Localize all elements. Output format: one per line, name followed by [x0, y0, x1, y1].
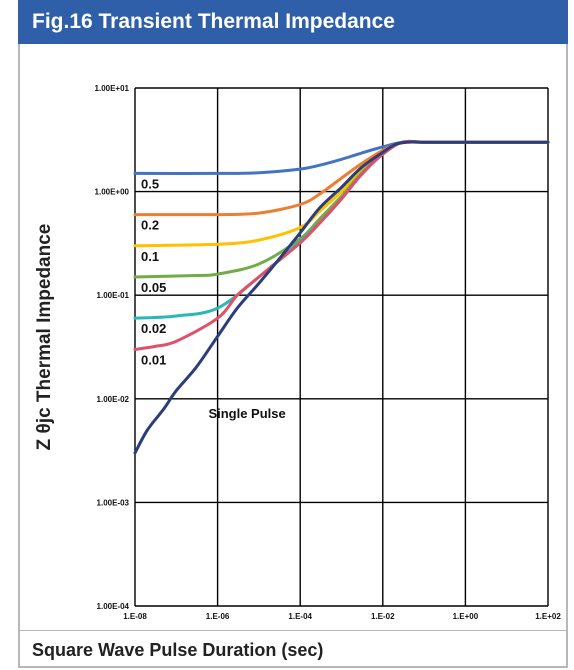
- curve-label: 0.2: [141, 218, 159, 233]
- x-tick-label: 1.E+00: [453, 612, 479, 621]
- figure-header: Fig.16 Transient Thermal Impedance: [18, 0, 568, 44]
- x-tick-label: 1.E-02: [371, 612, 395, 621]
- y-tick-label: 1.00E-04: [97, 602, 130, 611]
- y-axis-label: Z θjc Thermal Impedance: [34, 223, 55, 451]
- x-tick-label: 1.E+02: [535, 612, 561, 621]
- footer-divider: [18, 630, 568, 631]
- x-tick-label: 1.E-08: [123, 612, 147, 621]
- plot-area: [135, 88, 548, 606]
- curve-label: 0.02: [141, 321, 166, 336]
- curve-label: Single Pulse: [208, 406, 285, 421]
- curve-label: 0.1: [141, 249, 159, 264]
- x-tick-label: 1.E-04: [288, 612, 312, 621]
- curve-label: 0.01: [141, 352, 166, 367]
- figure-title: Fig.16 Transient Thermal Impedance: [32, 10, 395, 33]
- x-tick-label: 1.E-06: [206, 612, 230, 621]
- y-tick-label: 1.00E-02: [97, 395, 130, 404]
- series-line-single-pulse: [133, 140, 550, 455]
- curve-label: 0.05: [141, 280, 166, 295]
- y-tick-label: 1.00E+00: [95, 188, 130, 197]
- y-tick-label: 1.00E-03: [97, 498, 130, 507]
- y-tick-label: 1.00E-01: [97, 291, 130, 300]
- y-tick-label: 1.00E+01: [95, 84, 130, 93]
- x-axis-label: Square Wave Pulse Duration (sec): [32, 640, 324, 660]
- curve-label: 0.5: [141, 176, 159, 191]
